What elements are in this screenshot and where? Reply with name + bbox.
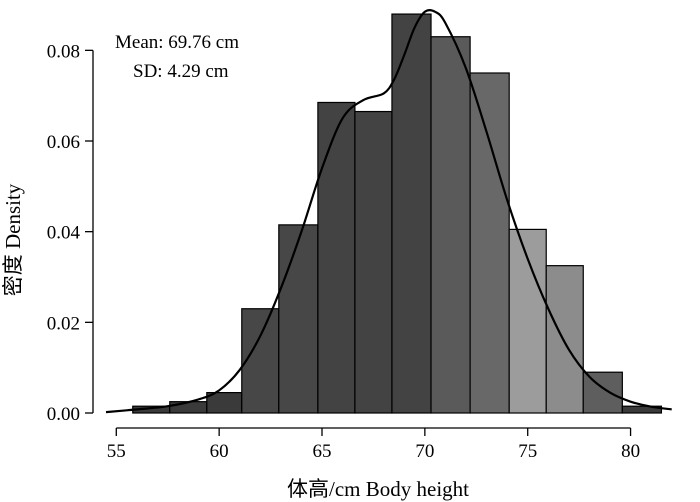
histogram-bar xyxy=(391,13,432,414)
density-curve xyxy=(105,9,672,414)
histogram-bar xyxy=(545,265,584,414)
histogram-bar xyxy=(169,401,208,414)
x-tick-label: 60 xyxy=(210,441,229,462)
histogram-bar xyxy=(621,405,663,414)
y-tick-label: 0.06 xyxy=(47,132,80,153)
y-axis-title: 密度 Density xyxy=(1,183,25,296)
y-tick-label: 0.08 xyxy=(47,41,80,62)
histogram-bar xyxy=(278,224,319,414)
axes: 55 60 65 70 75 80 0.00 0.02 0.04 0.06 0.08 xyxy=(47,41,640,462)
density-curve-layer xyxy=(105,9,672,414)
x-tick-label: 65 xyxy=(313,441,332,462)
x-tick-label: 55 xyxy=(107,441,126,462)
histogram-bar xyxy=(582,371,623,414)
histogram-bar xyxy=(206,392,243,414)
histogram-bar xyxy=(317,101,356,414)
histogram-bar xyxy=(241,308,280,414)
x-tick-label: 75 xyxy=(518,441,537,462)
histogram-bar xyxy=(354,110,393,414)
y-tick-label: 0.04 xyxy=(47,223,81,244)
histogram-bar xyxy=(430,36,471,414)
histogram-bar xyxy=(469,72,510,414)
x-tick-label: 80 xyxy=(621,441,640,462)
x-tick-label: 70 xyxy=(415,441,434,462)
mean-annotation: Mean: 69.76 cm xyxy=(115,32,239,53)
y-tick-label: 0.02 xyxy=(47,313,80,334)
y-tick-label: 0.00 xyxy=(47,404,80,425)
sd-annotation: SD: 4.29 cm xyxy=(133,61,229,82)
x-axis-title: 体高/cm Body height xyxy=(287,477,469,501)
